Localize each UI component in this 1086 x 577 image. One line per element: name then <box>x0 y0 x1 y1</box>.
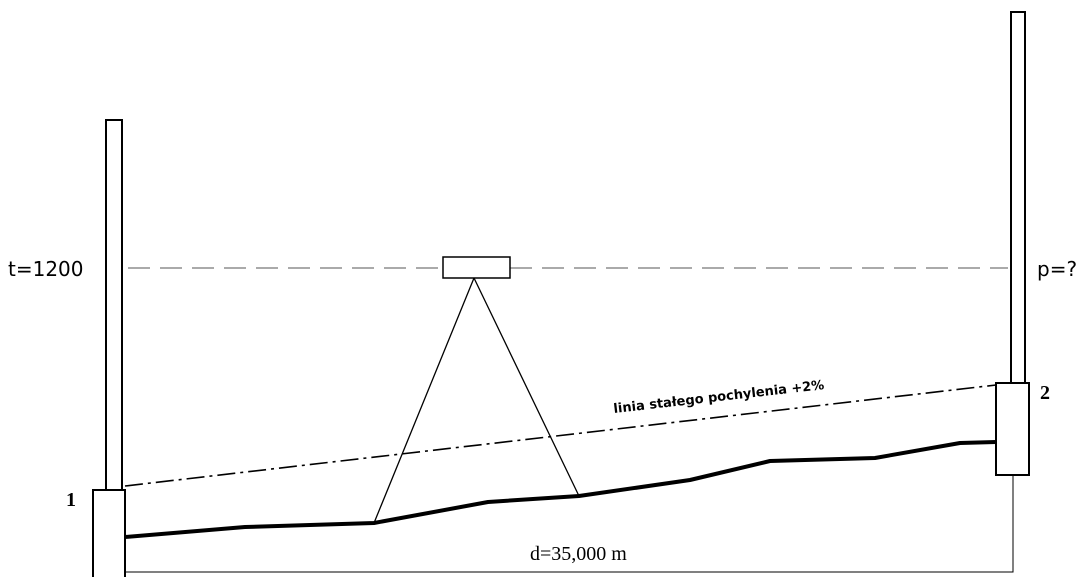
right-leveling-staff <box>1010 11 1026 385</box>
right-benchmark-block <box>995 382 1030 476</box>
tripod-leg-left <box>373 277 475 524</box>
point-2-label: 2 <box>1040 382 1050 404</box>
level-instrument <box>442 256 511 279</box>
distance-label: d=35,000 m <box>530 543 627 565</box>
ground-profile <box>124 440 997 539</box>
left-leveling-staff <box>105 119 123 491</box>
reading-back-label: t=1200 <box>8 257 84 281</box>
reading-forward-label: p=? <box>1037 257 1077 281</box>
constant-slope-line <box>124 384 997 487</box>
point-1-label: 1 <box>66 489 76 511</box>
left-benchmark-block <box>92 489 126 577</box>
distance-line <box>125 475 1014 573</box>
slope-line-label: linia stałego pochylenia +2% <box>613 378 825 417</box>
tripod-leg-right <box>473 277 580 497</box>
